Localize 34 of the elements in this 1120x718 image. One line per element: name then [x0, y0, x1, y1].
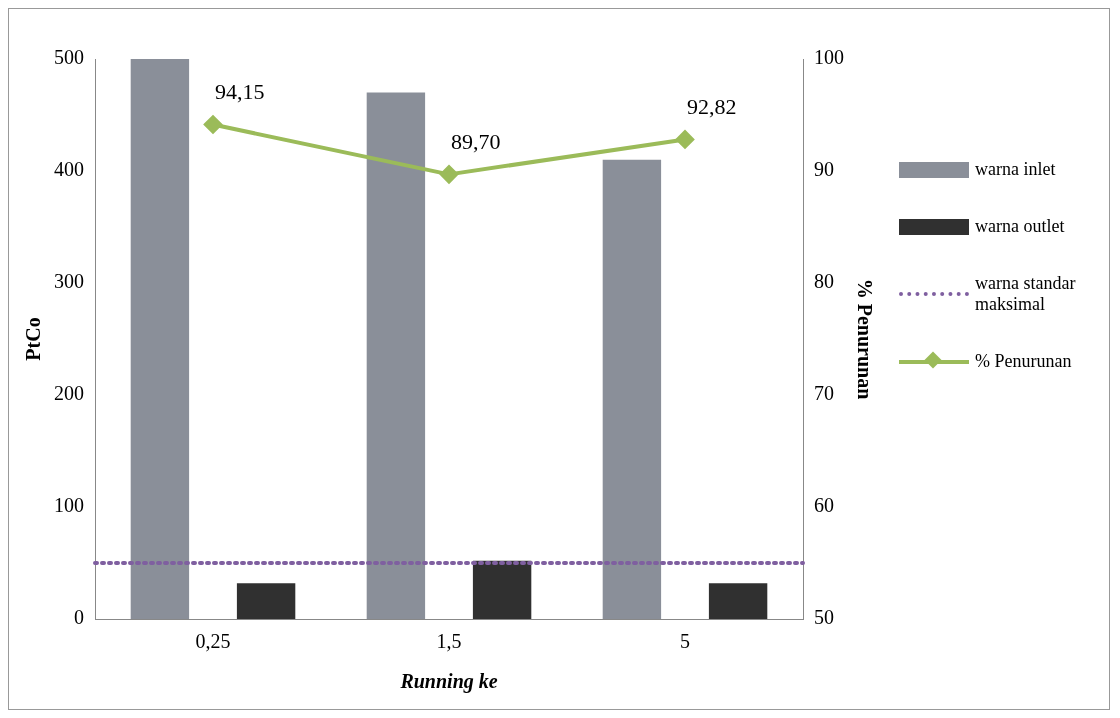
y2-axis-title: % Penurunan [853, 278, 876, 400]
x-tick-label: 0,25 [195, 630, 231, 653]
bar [602, 159, 662, 619]
y2-tick-label: 100 [814, 46, 844, 69]
bar [236, 583, 296, 619]
legend-label: warna inlet [975, 159, 1056, 180]
point [204, 115, 222, 134]
bar [472, 560, 532, 619]
bar [130, 59, 190, 619]
x-tick-label: 5 [680, 630, 690, 653]
y2-tick-label: 50 [814, 606, 834, 629]
y2-tick-label: 90 [814, 158, 834, 181]
data-label: 94,15 [215, 79, 265, 105]
y-tick-label: 300 [54, 270, 84, 293]
y-axis-title: PtCo [22, 317, 45, 361]
bar [708, 583, 768, 619]
data-label: 92,82 [687, 94, 737, 120]
y2-tick-label: 60 [814, 494, 834, 517]
x-axis-title: Running ke [399, 670, 498, 694]
data-label: 89,70 [451, 129, 501, 155]
y-tick-label: 200 [54, 382, 84, 405]
y-tick-label: 0 [74, 606, 84, 629]
y-tick-label: 100 [54, 494, 84, 517]
point [676, 130, 694, 149]
legend-label: warna standar maksimal [975, 273, 1077, 315]
x-tick-label: 1,5 [436, 630, 462, 653]
y-tick-label: 400 [54, 158, 84, 181]
y2-tick-label: 80 [814, 270, 834, 293]
y-tick-label: 500 [54, 46, 84, 69]
y2-tick-label: 70 [814, 382, 834, 405]
legend-label: warna outlet [975, 216, 1065, 237]
point [440, 165, 458, 184]
bar [366, 92, 426, 619]
legend-label: % Penurunan [975, 351, 1072, 372]
